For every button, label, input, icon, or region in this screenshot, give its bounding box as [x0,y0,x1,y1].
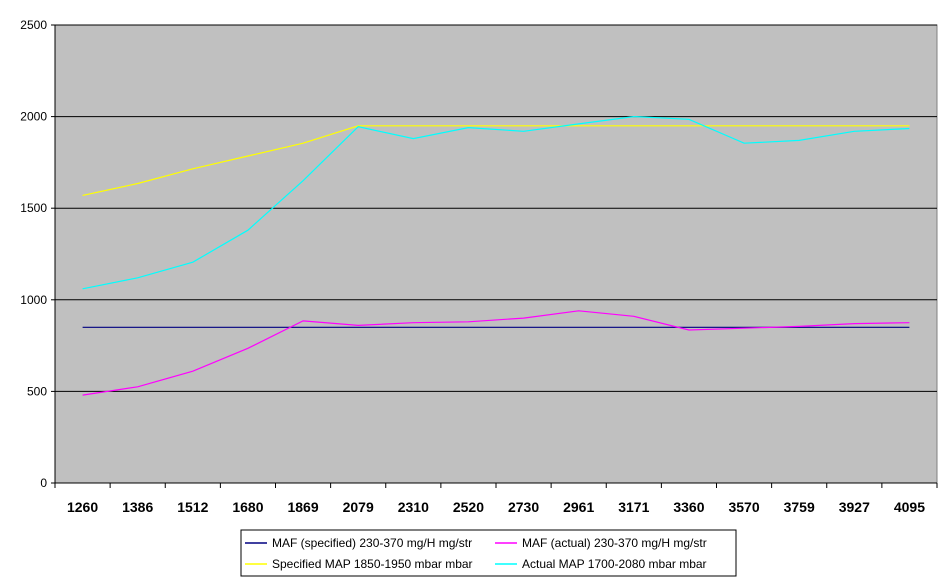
legend-label: MAF (actual) 230-370 mg/H mg/str [522,536,707,550]
legend-label: Actual MAP 1700-2080 mbar mbar [522,557,707,571]
x-tick-label: 2961 [563,499,594,515]
x-tick-label: 2310 [398,499,429,515]
plot-area [54,24,938,484]
x-tick-label: 1386 [122,499,153,515]
series-lines [82,115,910,396]
x-tick-label: 1869 [287,499,318,515]
series-line-4 [82,115,910,290]
x-axis: 1260 1386 1512 1680 1869 2079 2310 2520 2730 2961… [54,482,938,515]
x-tick-label: 2730 [508,499,539,515]
y-tick-label: 2000 [20,110,47,124]
legend-box [240,529,737,577]
y-tick-label: 2500 [20,18,47,32]
series-line-3 [82,125,910,196]
gridlines [55,24,937,392]
y-tick-label: 500 [27,384,47,398]
y-axis: 0 500 1000 1500 2000 2500 [20,18,56,490]
x-tick-label: 3570 [728,499,759,515]
series-line-2 [82,310,910,396]
y-tick-label: 1000 [20,293,47,307]
x-tick-label: 1512 [177,499,208,515]
x-tick-label: 3927 [839,499,870,515]
x-tick-label: 1260 [67,499,98,515]
x-tick-label: 2520 [453,499,484,515]
legend: MAF (specified) 230-370 mg/H mg/str MAF (… [240,529,737,577]
y-tick-label: 0 [40,476,47,490]
x-tick-label: 4095 [894,499,925,515]
y-tick-label: 1500 [20,201,47,215]
legend-label: Specified MAP 1850-1950 mbar mbar [272,557,473,571]
x-tick-label: 3360 [673,499,704,515]
x-tick-label: 3759 [784,499,815,515]
x-tick-label: 2079 [343,499,374,515]
x-tick-label: 3171 [618,499,649,515]
legend-label: MAF (specified) 230-370 mg/H mg/str [272,536,472,550]
x-tick-label: 1680 [232,499,263,515]
